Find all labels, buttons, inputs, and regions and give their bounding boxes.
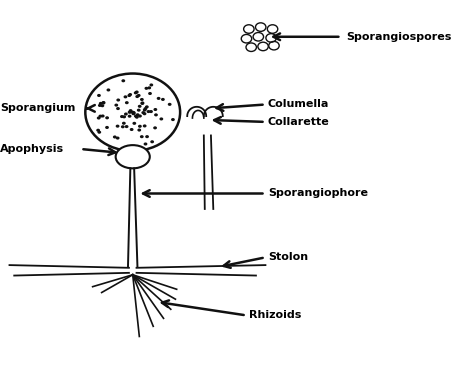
Circle shape xyxy=(154,108,157,111)
Text: Sporangiospores: Sporangiospores xyxy=(346,32,451,42)
Text: Sporangium: Sporangium xyxy=(0,103,75,113)
Circle shape xyxy=(114,104,118,107)
Circle shape xyxy=(97,116,100,120)
Circle shape xyxy=(141,111,145,114)
Circle shape xyxy=(120,115,124,118)
Circle shape xyxy=(141,101,145,104)
Circle shape xyxy=(128,111,131,114)
Circle shape xyxy=(113,135,117,139)
Circle shape xyxy=(85,74,180,151)
Text: Sporangiophore: Sporangiophore xyxy=(268,188,368,199)
Circle shape xyxy=(145,87,148,90)
Circle shape xyxy=(99,102,102,105)
Circle shape xyxy=(143,124,146,127)
Circle shape xyxy=(125,125,128,128)
Circle shape xyxy=(140,135,144,138)
Circle shape xyxy=(130,128,134,131)
Circle shape xyxy=(145,105,149,108)
Ellipse shape xyxy=(116,145,150,168)
Circle shape xyxy=(122,122,126,125)
Circle shape xyxy=(134,91,137,94)
Circle shape xyxy=(144,142,147,146)
Circle shape xyxy=(148,92,152,95)
Circle shape xyxy=(168,103,172,106)
Circle shape xyxy=(121,125,125,128)
Circle shape xyxy=(132,122,136,125)
Circle shape xyxy=(131,111,135,114)
Text: Columella: Columella xyxy=(268,99,329,110)
Circle shape xyxy=(105,116,109,119)
Circle shape xyxy=(116,107,120,110)
Circle shape xyxy=(132,111,136,114)
Circle shape xyxy=(122,115,126,118)
Circle shape xyxy=(147,86,151,89)
Circle shape xyxy=(153,126,157,129)
Circle shape xyxy=(128,93,132,96)
Circle shape xyxy=(96,129,100,132)
Circle shape xyxy=(138,115,142,118)
Text: Rhizoids: Rhizoids xyxy=(249,310,301,320)
Circle shape xyxy=(99,115,102,118)
Circle shape xyxy=(143,108,146,111)
Circle shape xyxy=(121,79,125,82)
Circle shape xyxy=(97,131,101,134)
Circle shape xyxy=(137,94,141,97)
Circle shape xyxy=(124,113,128,116)
Circle shape xyxy=(125,101,129,104)
Circle shape xyxy=(124,95,128,98)
Circle shape xyxy=(143,112,146,115)
Circle shape xyxy=(98,104,102,107)
Circle shape xyxy=(128,94,131,97)
Circle shape xyxy=(135,116,139,119)
Circle shape xyxy=(140,102,144,105)
Circle shape xyxy=(129,109,133,112)
Circle shape xyxy=(159,117,163,120)
Circle shape xyxy=(145,135,149,138)
Circle shape xyxy=(140,98,144,101)
Circle shape xyxy=(116,137,119,140)
Circle shape xyxy=(161,98,165,101)
Circle shape xyxy=(146,110,150,113)
Circle shape xyxy=(171,118,175,121)
Circle shape xyxy=(138,105,142,108)
Circle shape xyxy=(116,125,119,128)
Circle shape xyxy=(131,112,135,115)
Circle shape xyxy=(128,115,131,118)
Circle shape xyxy=(101,101,105,104)
Circle shape xyxy=(100,104,104,107)
Circle shape xyxy=(135,91,139,94)
Circle shape xyxy=(107,88,110,91)
Circle shape xyxy=(149,84,153,87)
Circle shape xyxy=(128,110,132,113)
Text: Stolon: Stolon xyxy=(268,252,308,262)
Circle shape xyxy=(134,115,138,118)
Circle shape xyxy=(137,109,141,112)
Circle shape xyxy=(137,128,141,132)
Circle shape xyxy=(132,111,136,115)
Circle shape xyxy=(138,125,142,128)
Circle shape xyxy=(150,140,154,143)
Text: Collarette: Collarette xyxy=(268,117,329,127)
Circle shape xyxy=(101,101,105,104)
Circle shape xyxy=(101,115,105,118)
Circle shape xyxy=(135,95,139,98)
Circle shape xyxy=(97,94,101,97)
Circle shape xyxy=(154,113,158,116)
Circle shape xyxy=(149,110,153,113)
Circle shape xyxy=(136,113,139,116)
Circle shape xyxy=(116,98,120,101)
Circle shape xyxy=(157,97,161,100)
Circle shape xyxy=(105,126,109,129)
Text: Apophysis: Apophysis xyxy=(0,144,64,154)
Circle shape xyxy=(144,107,147,110)
